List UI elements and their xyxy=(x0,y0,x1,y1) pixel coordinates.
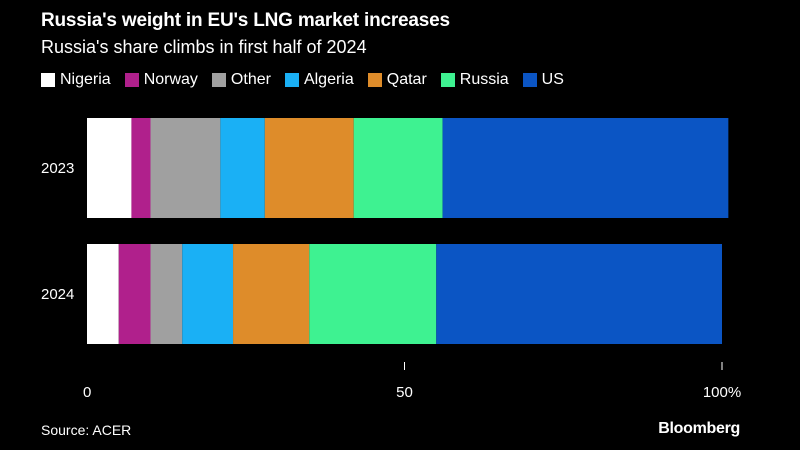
x-tick-label: 0 xyxy=(83,384,91,401)
bar-segment-2024-nigeria xyxy=(87,244,119,344)
bar-segment-2024-norway xyxy=(118,244,151,344)
chart-title: Russia's weight in EU's LNG market incre… xyxy=(41,10,450,31)
bar-segment-2023-nigeria xyxy=(87,118,132,218)
legend-swatch xyxy=(124,73,139,87)
chart-legend: Nigeria Norway Other Algeria Qatar Russia US xyxy=(41,71,578,89)
legend-label: Russia xyxy=(459,71,509,88)
bar-segment-2024-qatar xyxy=(233,244,310,344)
legend-swatch xyxy=(211,73,226,87)
legend-swatch xyxy=(522,73,537,87)
bar-segment-2024-us xyxy=(436,244,722,344)
legend-item-nigeria: Nigeria xyxy=(41,71,111,89)
x-tick-label: 50 xyxy=(396,384,413,401)
chart-subtitle: Russia's share climbs in first half of 2… xyxy=(41,37,367,57)
legend-item-qatar: Qatar xyxy=(367,71,427,89)
bar-segment-2023-qatar xyxy=(264,118,354,218)
bar-segment-2023-algeria xyxy=(220,118,265,218)
bloomberg-logo: Bloomberg xyxy=(658,420,740,437)
legend-item-us: US xyxy=(522,71,564,89)
legend-item-russia: Russia xyxy=(440,71,509,89)
legend-swatch xyxy=(440,73,455,87)
legend-swatch xyxy=(284,73,299,87)
category-label-2023: 2023 xyxy=(41,160,74,177)
bar-segment-2024-other xyxy=(150,244,183,344)
legend-label: Qatar xyxy=(386,71,427,88)
legend-label: US xyxy=(541,71,564,88)
legend-swatch xyxy=(367,73,382,87)
legend-label: Nigeria xyxy=(60,71,111,88)
bar-segment-2023-other xyxy=(150,118,221,218)
x-tick-label: 100% xyxy=(703,384,741,401)
bar-segment-2024-russia xyxy=(309,244,437,344)
bar-segment-2023-us xyxy=(442,118,729,218)
legend-item-other: Other xyxy=(211,71,271,89)
bar-segment-2023-russia xyxy=(353,118,443,218)
source-note: Source: ACER xyxy=(41,422,132,438)
bar-segment-2024-algeria xyxy=(182,244,234,344)
legend-item-algeria: Algeria xyxy=(284,71,354,89)
category-label-2024: 2024 xyxy=(41,286,74,303)
bar-segment-2023-norway xyxy=(131,118,151,218)
legend-item-norway: Norway xyxy=(124,71,198,89)
legend-label: Norway xyxy=(143,71,198,88)
legend-swatch xyxy=(41,73,55,87)
legend-label: Algeria xyxy=(303,71,354,88)
legend-label: Other xyxy=(230,71,271,88)
